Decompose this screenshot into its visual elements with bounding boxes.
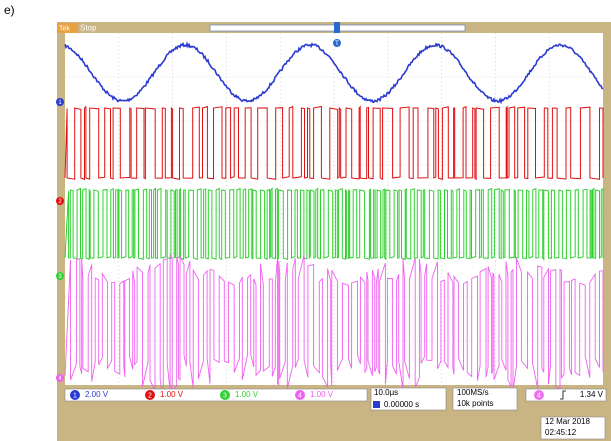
channel-number: 3 [223, 392, 227, 399]
panel-label: e) [4, 3, 15, 17]
channel-scale: 1.00 V [310, 390, 334, 399]
timebase-scale: 10.0µs [374, 388, 398, 397]
record-length: 10k points [457, 399, 493, 408]
channel-scale: 1.00 V [235, 390, 259, 399]
run-state: Stop [80, 24, 97, 33]
trigger-marker: T [335, 41, 339, 47]
timebase-position: 0.00000 s [384, 400, 419, 409]
channel-scale: 1.00 V [160, 390, 184, 399]
trigger-pos [334, 22, 340, 33]
pos-icon [373, 401, 380, 408]
sample-rate: 100MS/s [457, 388, 489, 397]
channel-number: 1 [73, 392, 77, 399]
brand: Tek [59, 25, 70, 32]
figure: e) Tek Stop T 1 2 3 4 10.0µs 0.00000 s 100M… [0, 0, 611, 441]
date: 12 Mar 2018 [545, 417, 590, 426]
trigger-level: 1.34 V [580, 390, 604, 399]
trigger-source: 4 [537, 392, 541, 399]
channel-number: 4 [298, 392, 302, 399]
channel-scale: 2.00 V [85, 390, 109, 399]
channel-number: 2 [148, 392, 152, 399]
time: 02:45:12 [545, 428, 577, 437]
